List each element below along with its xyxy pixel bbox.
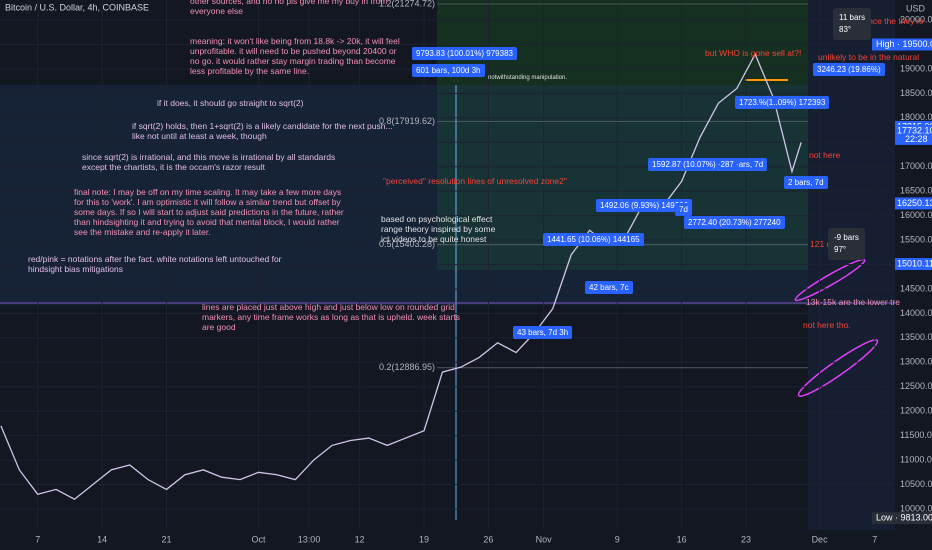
y-tick-label: 14500.00 <box>900 283 932 293</box>
measure-label: 1592.87 (10.07%) ·287 ·ars, 7d <box>648 158 768 171</box>
y-tick-label: 15500.00 <box>900 234 932 244</box>
y-tick-label: 20000.00 <box>900 14 932 24</box>
annotation: but WHO is gone sell at?! <box>705 48 802 58</box>
x-tick-label: Oct <box>251 534 266 544</box>
annotation: lines are placed just above high and jus… <box>202 302 460 332</box>
price-label-bg <box>872 512 932 525</box>
x-tick-label: 12 <box>355 534 365 544</box>
x-tick-label: 13:00 <box>298 534 321 544</box>
angle-bars: 11 bars <box>839 13 866 22</box>
x-tick-label: 19 <box>419 534 429 544</box>
annotation: based on psychological effect range theo… <box>381 214 496 244</box>
angle-angle: 97° <box>834 245 847 254</box>
countdown-bg <box>895 133 932 145</box>
price-label: 17732.10 <box>897 125 932 135</box>
x-tick-label: 9 <box>615 534 620 544</box>
y-tick-label: 16500.00 <box>900 186 932 196</box>
price-axis <box>895 0 932 550</box>
x-tick-label: 7 <box>35 534 40 544</box>
measure-label: 7d <box>675 203 692 216</box>
price-label: Low · 9813.00 <box>876 512 932 522</box>
annotation: if it does, it should go straight to sqr… <box>157 98 304 108</box>
x-tick-label: Dec <box>812 534 829 544</box>
annotation: since the they're in <box>862 16 924 36</box>
angle-bars: -9 bars <box>834 233 859 242</box>
y-tick-label: 18500.00 <box>900 88 932 98</box>
price-label-bg <box>872 38 932 51</box>
x-tick-label: 7 <box>872 534 877 544</box>
angle-angle: 83° <box>839 25 852 34</box>
annotation: unlikely to be in the natural <box>818 52 920 62</box>
y-tick-label: 18000.00 <box>900 112 932 122</box>
currency: USD <box>906 3 926 13</box>
x-tick-label: 26 <box>483 534 493 544</box>
measure-label: 2 bars, 7d <box>784 176 828 189</box>
drawing <box>794 258 866 302</box>
price-label: 16250.13 <box>897 198 932 208</box>
price-line <box>0 52 802 500</box>
measure-label: 42 bars, 7c <box>585 281 633 294</box>
angle-box: -9 bars 97° <box>828 228 865 260</box>
x-tick-label: 21 <box>161 534 171 544</box>
price-label-bg <box>895 258 932 271</box>
annotation: final note: I may be off on my time scal… <box>74 187 344 237</box>
y-tick-label: 10000.00 <box>900 503 932 513</box>
annotation: meaning: it won't like being from 18.8k … <box>190 36 400 76</box>
measure-label: 9793.83 (100.01%) 979383 <box>412 47 517 60</box>
measure-label: 1441.65 (10.06%) 144165 <box>543 233 644 246</box>
annotation: "perceived" resolution lines of unresolv… <box>383 176 567 186</box>
annotation: red/pink = notations after the fact. whi… <box>28 254 282 274</box>
y-tick-label: 12000.00 <box>900 406 932 416</box>
y-tick-label: 13500.00 <box>900 332 932 342</box>
y-tick-label: 13000.00 <box>900 357 932 367</box>
price-label-bg <box>895 197 932 210</box>
fib-label: 1.2(21274.72) <box>379 0 435 8</box>
annotation: notwithstanding manipulation. <box>488 75 568 81</box>
y-tick-label: 10500.00 <box>900 479 932 489</box>
fib-label: 0.2(12886.95) <box>379 362 435 372</box>
y-tick-label: 14000.00 <box>900 308 932 318</box>
angle-box: 11 bars 83° <box>833 8 872 40</box>
countdown: 22:28 <box>905 134 928 144</box>
y-tick-label: 12500.00 <box>900 381 932 391</box>
x-tick-label: Nov <box>536 534 553 544</box>
measure-label: 1723.%(1..09%) 172393 <box>735 96 830 109</box>
measure-label: 1492.06 (9.93%) 149206 <box>596 199 693 212</box>
annotation: not here <box>809 150 841 160</box>
time-axis <box>0 530 932 550</box>
x-tick-label: 23 <box>741 534 751 544</box>
x-tick-label: 16 <box>677 534 687 544</box>
measure-label: 3246.23 (19.86%) <box>813 63 885 76</box>
y-tick-label: 19000.00 <box>900 63 932 73</box>
fib-label: 0.5(15403.28) <box>379 239 435 249</box>
measure-label: 601 bars, 100d 3h <box>412 64 485 77</box>
measure-label: 2772.40 (20.73%) 277240 <box>684 216 785 229</box>
annotation: not here tho. <box>803 320 851 330</box>
annotation: if sqrt(2) holds, then 1+sqrt(2) is a li… <box>132 121 393 141</box>
price-label: 15010.11 <box>897 258 932 268</box>
y-tick-label: 17000.00 <box>900 161 932 171</box>
price-label: High · 19500.00 <box>876 39 932 49</box>
y-tick-label: 11000.00 <box>900 454 932 464</box>
annotation: 121 days <box>810 239 845 249</box>
fib-label: 0.8(17919.62) <box>379 116 435 126</box>
x-tick-label: 14 <box>97 534 107 544</box>
annotation: other sources, and no no pls give me my … <box>190 0 388 16</box>
annotation: 13k-15k are the lower tre <box>806 297 901 307</box>
measure-label: 43 bars, 7d 3h <box>513 326 573 339</box>
symbol-title: Bitcoin / U.S. Dollar, 4h, COINBASE <box>5 2 149 12</box>
annotation: since sqrt(2) is irrational, and this mo… <box>82 152 336 172</box>
y-tick-label: 11500.00 <box>900 430 932 440</box>
y-tick-label: 16000.00 <box>900 210 932 220</box>
